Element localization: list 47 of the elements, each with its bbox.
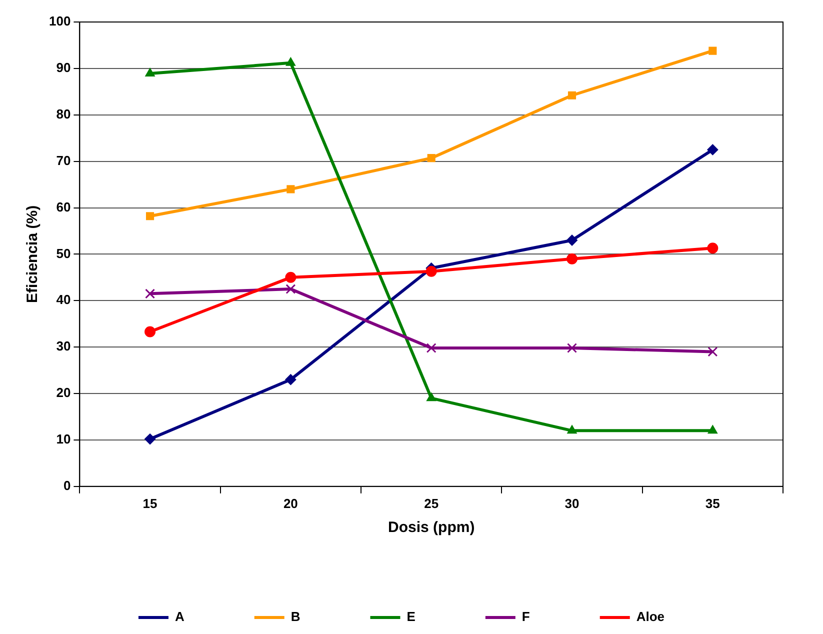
y-tick-label: 80 [56,106,71,122]
x-tick-label: 30 [564,496,580,511]
point [708,425,718,434]
y-tick-label: 30 [56,338,71,354]
point [145,68,155,77]
point [146,212,154,220]
point [566,234,578,246]
y-tick-label: 40 [56,292,71,308]
legend-label: A [174,609,185,624]
point [145,288,156,299]
point [285,272,296,283]
x-axis-title: Dosis (ppm) [388,519,475,536]
point [426,343,436,353]
x-tick-label: 25 [424,496,439,511]
point [426,392,436,402]
point [286,185,295,194]
point [707,242,718,254]
x-tick-label: 20 [283,496,298,511]
point [568,91,576,100]
y-tick-label: 0 [63,478,71,493]
point [567,425,577,434]
y-tick-label: 20 [56,385,71,400]
point [707,144,718,156]
y-tick-label: 100 [48,14,71,29]
point [286,57,296,66]
y-tick-label: 70 [56,152,71,168]
point [144,434,156,445]
x-tick-label: 15 [142,496,158,511]
point [286,284,296,294]
y-tick-label: 60 [56,199,71,214]
y-tick-label: 50 [56,246,71,261]
legend-label: B [290,609,300,624]
legend-label: F [522,609,530,624]
point [567,343,577,353]
point [144,326,156,338]
point [566,253,578,264]
y-axis-title: Eficiencia (%) [24,205,42,303]
legend-label: Aloe [636,609,665,624]
point [708,46,717,55]
point [426,266,437,277]
legend-label: E [406,609,416,624]
point [285,374,296,386]
x-tick-label: 35 [705,496,720,511]
point [427,154,436,162]
y-tick-label: 10 [56,432,71,447]
y-tick-label: 90 [56,60,71,76]
point [708,346,718,357]
